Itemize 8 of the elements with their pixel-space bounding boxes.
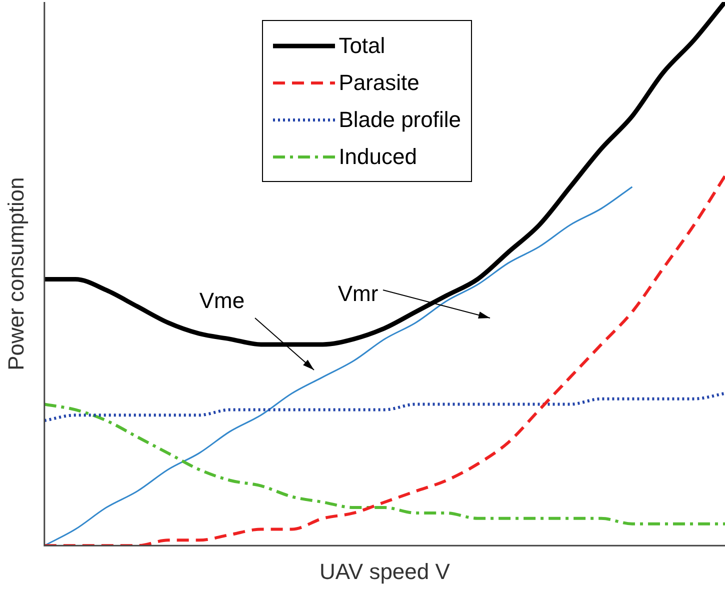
- legend-label: Induced: [338, 143, 417, 171]
- legend-label: Total: [338, 32, 386, 60]
- x-axis-title: UAV speed V: [319, 558, 450, 584]
- legend-label: Blade profile: [338, 106, 461, 134]
- y-axis-title: Power consumption: [3, 177, 28, 370]
- annotation: Vmr: [338, 281, 378, 306]
- legend-label: Parasite: [338, 69, 420, 97]
- annotation: Vme: [199, 288, 245, 314]
